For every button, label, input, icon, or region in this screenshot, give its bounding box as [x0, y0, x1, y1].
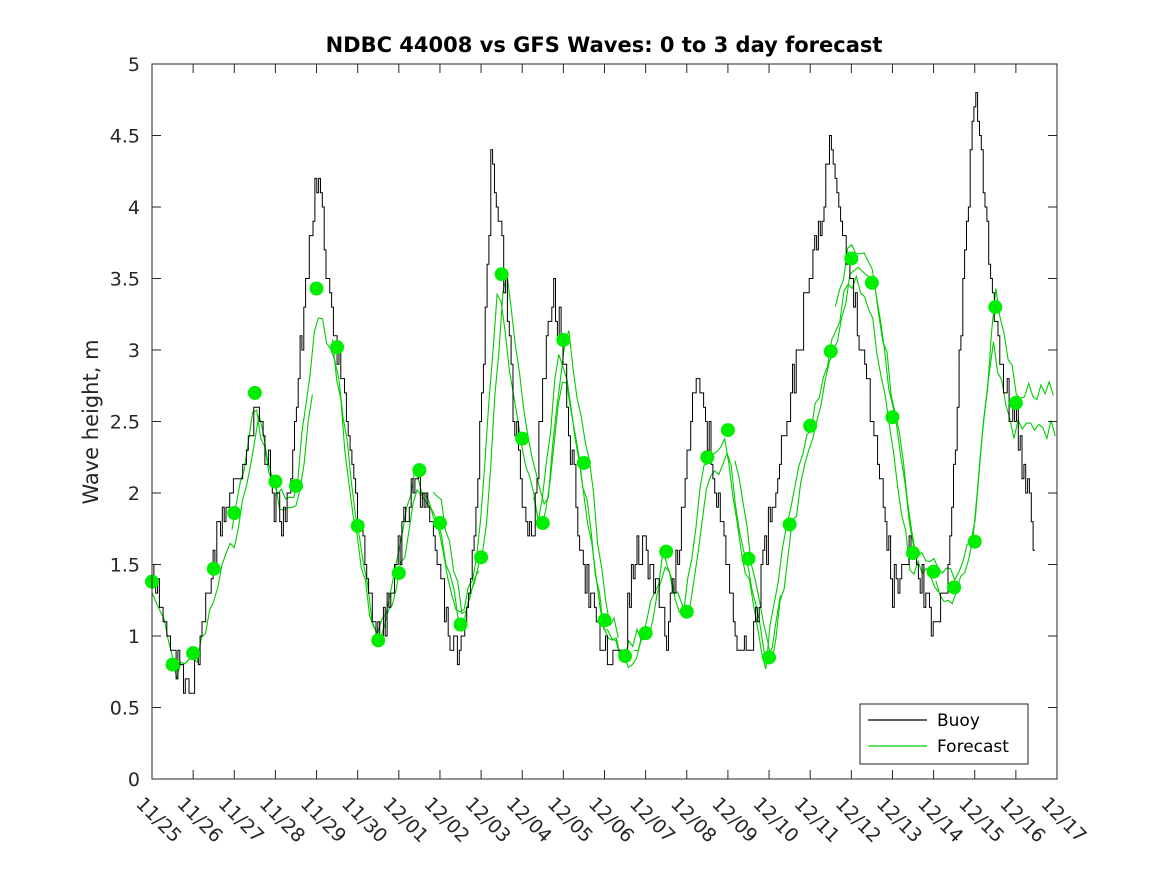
forecast-marker [988, 300, 1003, 315]
forecast-marker [864, 275, 879, 290]
forecast-run-line [533, 381, 782, 669]
x-tick-label: 12/05 [543, 793, 597, 847]
x-tick-label: 11/27 [214, 793, 268, 847]
forecast-marker [268, 474, 283, 489]
x-tick-label: 12/17 [1036, 793, 1090, 847]
x-tick-label: 12/09 [707, 793, 761, 847]
x-tick-label: 12/08 [666, 793, 720, 847]
forecast-marker [576, 455, 591, 470]
y-axis-label: Wave height, m [79, 339, 103, 504]
y-tick-label: 3 [128, 340, 140, 362]
x-tick-label: 12/07 [625, 793, 679, 847]
forecast-marker [782, 517, 797, 532]
plot-background [152, 64, 1057, 779]
forecast-marker [762, 650, 777, 665]
forecast-run-line [432, 274, 619, 638]
forecast-marker [515, 431, 530, 446]
forecast-marker [494, 267, 509, 282]
forecast-marker [844, 251, 859, 266]
x-tick-label: 12/15 [954, 793, 1008, 847]
forecast-marker [659, 544, 674, 559]
forecast-marker [371, 633, 386, 648]
forecast-marker [309, 281, 324, 296]
y-tick-label: 0 [128, 769, 140, 791]
y-tick-label: 1.5 [110, 555, 140, 577]
forecast-run-line [331, 292, 642, 663]
forecast-markers [145, 251, 1023, 672]
plot-area [152, 64, 1057, 779]
x-tick-label: 11/28 [255, 793, 309, 847]
forecast-marker [906, 546, 921, 561]
forecast-marker [165, 657, 180, 672]
forecast-marker [967, 534, 982, 549]
forecast-marker [720, 423, 735, 438]
x-tick-label: 12/03 [461, 793, 515, 847]
y-tick-label: 3.5 [110, 269, 140, 291]
forecast-marker [803, 418, 818, 433]
forecast-marker [330, 340, 345, 355]
x-tick-label: 11/26 [173, 793, 227, 847]
x-tick-label: 12/01 [378, 793, 432, 847]
forecast-marker [1008, 395, 1023, 410]
forecast-marker [391, 566, 406, 581]
forecast-marker [432, 516, 447, 531]
x-tick-label: 12/11 [790, 793, 844, 847]
x-tick-label: 12/02 [419, 793, 473, 847]
legend: Buoy Forecast [859, 703, 1029, 765]
x-tick-label: 12/06 [584, 793, 638, 847]
forecast-marker [350, 518, 365, 533]
forecast-marker [618, 649, 633, 664]
x-tick-label: 12/16 [995, 793, 1049, 847]
forecast-marker [700, 450, 715, 465]
y-tick-label: 2.5 [110, 412, 140, 434]
y-tick-label: 5 [128, 54, 140, 76]
x-tick-label: 12/10 [749, 793, 803, 847]
x-tick-label: 12/14 [913, 793, 967, 847]
legend-forecast-label: Forecast [937, 737, 1009, 757]
y-tick-label: 1 [128, 626, 140, 648]
y-tick-label: 0.5 [110, 698, 140, 720]
forecast-marker [453, 617, 468, 632]
forecast-run-line [734, 266, 917, 663]
x-tick-label: 12/13 [872, 793, 926, 847]
buoy-series [152, 92, 1035, 694]
x-tick-label: 12/12 [831, 793, 885, 847]
forecast-marker [474, 550, 489, 565]
y-tick-label: 4.5 [110, 126, 140, 148]
forecast-marker [535, 516, 550, 531]
forecast-marker [206, 561, 221, 576]
forecast-marker [597, 613, 612, 628]
forecast-marker [556, 332, 571, 347]
forecast-marker [288, 478, 303, 493]
forecast-marker [947, 580, 962, 595]
x-tick-label: 11/25 [131, 793, 185, 847]
buoy-line [152, 92, 1035, 694]
chart-title: NDBC 44008 vs GFS Waves: 0 to 3 day fore… [326, 33, 883, 57]
forecast-marker [638, 626, 653, 641]
x-tick-label: 11/29 [296, 793, 350, 847]
forecast-marker [823, 344, 838, 359]
forecast-marker [926, 564, 941, 579]
forecast-run-line [834, 243, 1054, 582]
forecast-marker [227, 506, 242, 521]
legend-box [859, 703, 1029, 765]
x-tick-label: 12/04 [502, 793, 556, 847]
forecast-marker [412, 463, 427, 478]
forecast-marker [247, 385, 262, 400]
legend-buoy-label: Buoy [937, 711, 980, 731]
forecast-marker [741, 551, 756, 566]
forecast-marker [885, 410, 900, 425]
forecast-marker [186, 646, 201, 661]
y-tick-label: 4 [128, 197, 140, 219]
x-tick-label: 11/30 [337, 793, 391, 847]
forecast-marker [679, 604, 694, 619]
y-tick-label: 2 [128, 483, 140, 505]
